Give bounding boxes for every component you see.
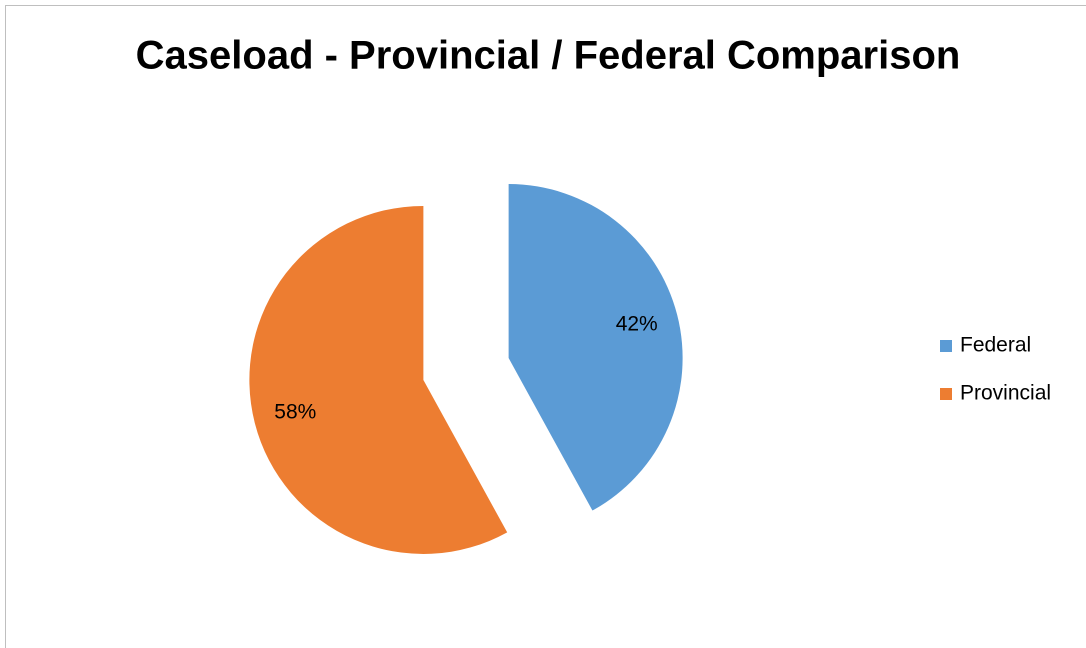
legend-label: Federal — [960, 334, 1031, 357]
chart-title: Caseload - Provincial / Federal Comparis… — [136, 34, 961, 78]
data-label: 58% — [274, 400, 316, 423]
legend-swatch — [940, 340, 952, 352]
legend-label: Provincial — [960, 382, 1051, 405]
legend-swatch — [940, 388, 952, 400]
data-label: 42% — [616, 313, 658, 336]
pie-slice — [508, 184, 683, 511]
pie-slice — [249, 205, 508, 554]
